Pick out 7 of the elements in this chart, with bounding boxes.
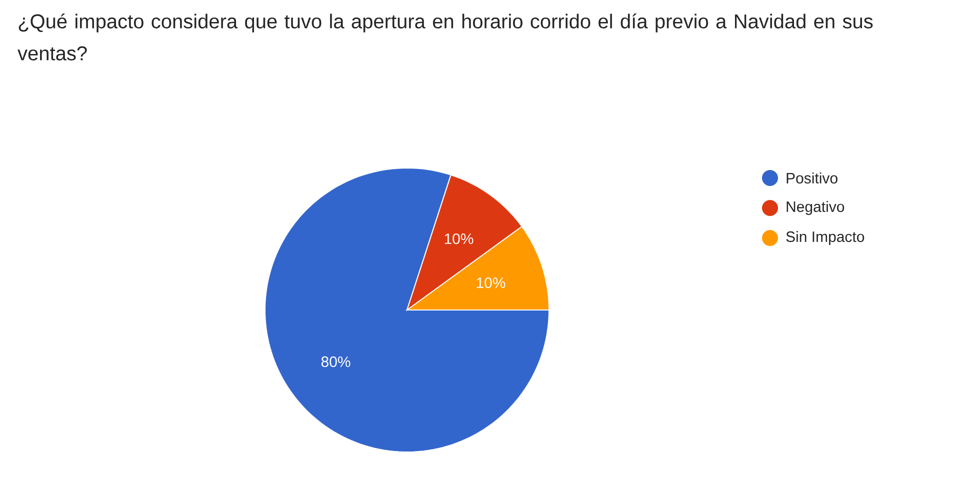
data-label: 10% (476, 277, 506, 288)
legend-label: Negativo (786, 201, 844, 215)
legend-label: Sin Impacto (786, 231, 864, 245)
legend-label: Positivo (786, 172, 838, 184)
data-label: 10% (444, 233, 474, 244)
data-label: 80% (321, 356, 350, 368)
chart-title: ¿Qué impacto considera que tuvo la apertura en horario corrido el día previo a Navidad en sus ventas? (18, 14, 873, 60)
